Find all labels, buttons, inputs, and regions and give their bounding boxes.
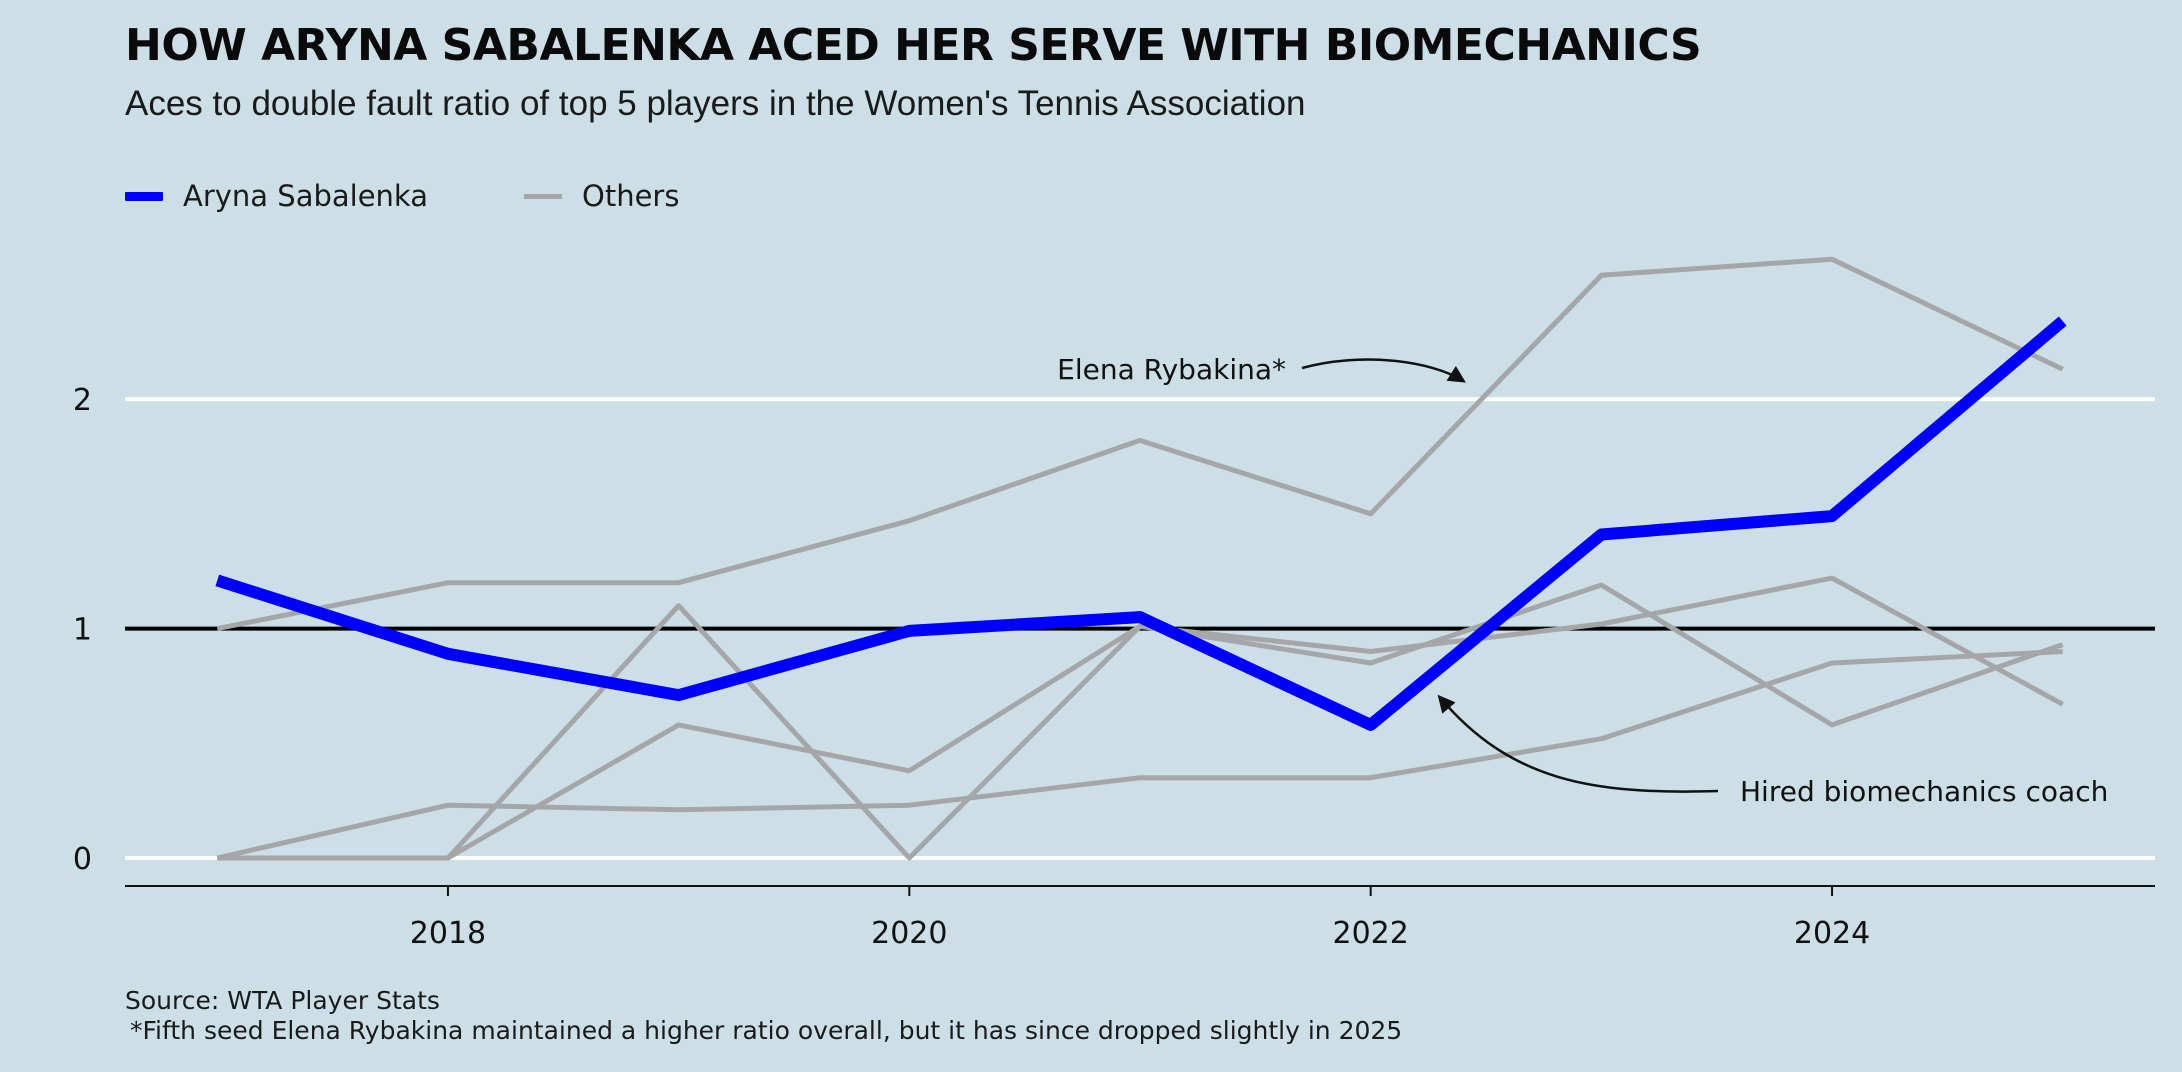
annotation-coach: Hired biomechanics coach bbox=[1740, 775, 2108, 808]
legend-label-sabalenka: Aryna Sabalenka bbox=[183, 179, 428, 213]
series-line-sabalenka bbox=[215, 316, 2067, 731]
chart-title: HOW ARYNA SABALENKA ACED HER SERVE WITH … bbox=[125, 20, 1702, 71]
y-tick-label: 1 bbox=[73, 613, 92, 648]
chart-subtitle: Aces to double fault ratio of top 5 play… bbox=[125, 84, 1306, 123]
x-tick-label: 2022 bbox=[1333, 916, 1409, 951]
annotation-arrow-rybakina bbox=[1301, 358, 1466, 383]
legend-item-others: Others bbox=[524, 179, 679, 213]
series-line-other-3 bbox=[217, 575, 2064, 861]
y-tick-label: 2 bbox=[73, 383, 92, 418]
x-tick-label: 2024 bbox=[1794, 916, 1870, 951]
legend-label-others: Others bbox=[582, 179, 680, 213]
y-tick-label: 0 bbox=[73, 842, 92, 877]
legend-item-sabalenka: Aryna Sabalenka bbox=[125, 179, 428, 213]
series-line-other-1 bbox=[216, 256, 2064, 632]
annotation-arrow-coach bbox=[1437, 694, 1719, 793]
source-note: Source: WTA Player Stats bbox=[125, 986, 440, 1015]
annotation-rybakina: Elena Rybakina* bbox=[1057, 353, 1286, 386]
x-tick-label: 2018 bbox=[410, 916, 486, 951]
x-tick-label: 2020 bbox=[871, 916, 947, 951]
series-line-other-4 bbox=[216, 649, 2063, 861]
footnote: *Fifth seed Elena Rybakina maintained a … bbox=[130, 1016, 1403, 1045]
legend-swatch-others bbox=[524, 193, 562, 199]
legend-swatch-sabalenka bbox=[125, 191, 163, 201]
chart-legend: Aryna Sabalenka Others bbox=[125, 176, 775, 216]
